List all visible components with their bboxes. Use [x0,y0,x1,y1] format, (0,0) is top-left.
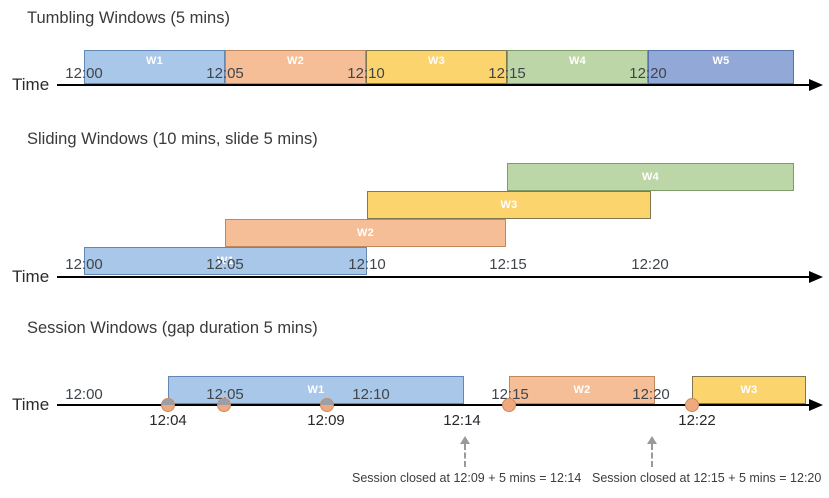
event-dot [502,398,516,412]
window-label: W1 [145,55,164,67]
tick-label: 12:05 [206,256,244,273]
event-dot [685,398,699,412]
event-dot [161,398,175,412]
session-window-w2: W2 [509,376,655,404]
tumbling-time-axis-label: Time [12,75,50,94]
event-time-label: 12:14 [443,412,481,429]
tick-label: 12:15 [489,256,527,273]
sliding-window-w1: W1 [84,247,367,275]
tumbling-window-w1: W1 [84,50,225,84]
window-label: W3 [427,55,446,67]
event-dot [217,398,231,412]
sliding-section-title: Sliding Windows (10 mins, slide 5 mins) [27,130,318,148]
event-time-label: 12:09 [307,412,345,429]
tick-label: 12:15 [488,65,526,82]
session-axis-arrowhead-icon [809,399,823,411]
window-label: W1 [307,384,325,396]
session-window-w3: W3 [692,376,806,404]
tick-label: 12:00 [65,386,103,403]
sliding-time-axis-label: Time [12,267,50,286]
tumbling-window-w5: W5 [648,50,794,84]
window-label: W3 [500,199,518,211]
up-arrow-icon [647,436,657,444]
annotation-arrow-line [651,444,653,467]
tick-label: 12:10 [348,256,386,273]
tick-label: 12:20 [629,65,667,82]
tumbling-window-w3: W3 [366,50,507,84]
sliding-window-w3: W3 [367,191,651,219]
tumbling-time-axis [57,84,809,86]
session-time-axis-label: Time [12,395,50,414]
tick-label: 12:05 [206,65,244,82]
window-label: W3 [740,384,758,396]
tick-label: 12:20 [632,386,670,403]
sliding-axis-arrowhead-icon [809,271,823,283]
annotation-arrow-line [464,444,466,467]
tick-label: 12:00 [65,256,103,273]
window-label: W2 [286,55,305,67]
window-label: W5 [712,55,730,67]
tick-label: 12:00 [65,65,103,82]
session-section-title: Session Windows (gap duration 5 mins) [27,319,318,337]
session-window-w1: W1 [168,376,464,404]
sliding-window-w2: W2 [225,219,506,247]
event-time-label: 12:04 [149,412,187,429]
up-arrow-icon [460,436,470,444]
window-label: W2 [573,384,591,396]
event-dot [320,398,334,412]
tumbling-window-w2: W2 [225,50,366,84]
tumbling-axis-arrowhead-icon [809,79,823,91]
tick-label: 12:10 [352,386,390,403]
window-label: W4 [641,171,660,183]
session-closed-annotation-1: Session closed at 12:09 + 5 mins = 12:14 [352,471,582,485]
tumbling-window-w4: W4 [507,50,648,84]
session-closed-annotation-2: Session closed at 12:15 + 5 mins = 12:20 [592,471,822,485]
sliding-window-w4: W4 [507,163,794,191]
sliding-time-axis [57,276,809,278]
event-time-label: 12:22 [678,412,716,429]
tick-label: 12:10 [347,65,385,82]
window-label: W1 [216,255,235,267]
tick-label: 12:20 [631,256,669,273]
session-time-axis [57,404,809,406]
window-label: W4 [568,55,587,67]
tumbling-section-title: Tumbling Windows (5 mins) [27,9,230,27]
window-label: W2 [356,227,375,239]
tick-label: 12:15 [491,386,529,403]
tick-label: 12:05 [206,386,244,403]
